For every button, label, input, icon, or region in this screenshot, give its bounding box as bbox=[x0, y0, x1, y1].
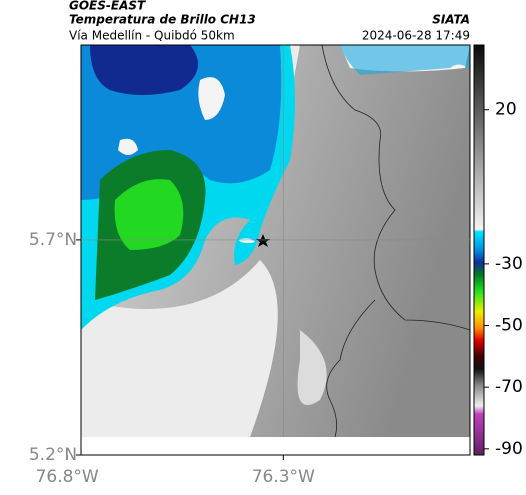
route: Vía Medellín - Quibdó 50km bbox=[69, 29, 235, 43]
agency: SIATA bbox=[432, 13, 470, 27]
y-tick-label: 5.2°N bbox=[29, 445, 77, 465]
colorbar-tick-label: 20 bbox=[495, 100, 517, 120]
colorbar-tick-label: -30 bbox=[495, 254, 523, 274]
map-frame bbox=[80, 44, 471, 456]
x-tick-label: 76.8°W bbox=[36, 467, 99, 487]
colorbar-tick-label: -50 bbox=[495, 316, 523, 336]
colorbar-tick-label: -90 bbox=[495, 439, 523, 459]
location-star bbox=[256, 234, 270, 247]
y-tick-label: 5.7°N bbox=[29, 230, 77, 250]
colorbar-tick-label: -70 bbox=[495, 377, 523, 397]
timestamp: 2024-06-28 17:49 bbox=[362, 29, 470, 43]
title: Temperatura de Brillo CH13 bbox=[69, 13, 256, 27]
x-tick-label: 76.3°W bbox=[252, 467, 315, 487]
source: GOES-EAST bbox=[69, 0, 146, 13]
satellite-image bbox=[81, 45, 470, 437]
colorbar bbox=[473, 44, 485, 456]
